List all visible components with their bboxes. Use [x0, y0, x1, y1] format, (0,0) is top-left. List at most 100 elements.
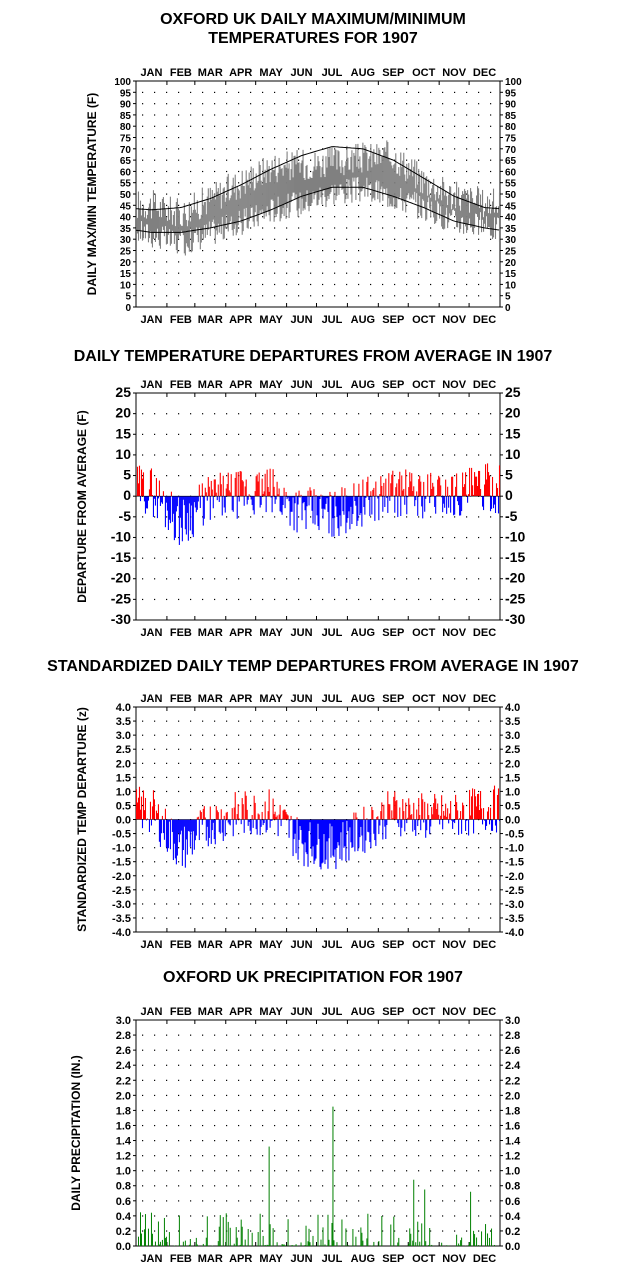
y-tick-label-right: 0.2	[505, 1226, 520, 1238]
y-tick-label-left: 50	[120, 190, 132, 201]
y-tick-label-right: 10	[505, 280, 517, 291]
month-label-bottom: JUN	[291, 627, 313, 639]
y-tick-label-right: 0	[505, 303, 511, 314]
month-label-bottom: DEC	[473, 627, 496, 639]
month-label-top: MAR	[198, 67, 223, 79]
y-tick-label-left: 2.2	[116, 1075, 131, 1087]
month-label-top: JUL	[322, 693, 343, 705]
month-label-top: SEP	[382, 67, 404, 79]
y-tick-label-right: 1.4	[505, 1136, 521, 1148]
y-tick-label-right: -2.5	[505, 885, 524, 897]
y-tick-label-left: -1.5	[112, 857, 131, 869]
y-tick-label-left: 70	[120, 145, 132, 156]
y-tick-label-right: -10	[505, 528, 525, 544]
y-tick-label-left: 2.0	[116, 758, 131, 770]
y-axis-label: DAILY MAX/MIN TEMPERATURE (F)	[85, 93, 99, 295]
month-label-bottom: NOV	[442, 939, 467, 951]
month-label-bottom: JUL	[322, 627, 343, 639]
standardized-chart: STANDARDIZED DAILY TEMP DEPARTURES FROM …	[0, 650, 626, 960]
standardized-plot: JAN JAN FEB FEB MAR MAR APR APR MAY MAY JUN JUN JUL J…	[75, 693, 524, 951]
y-tick-label-left: 0.0	[116, 1241, 131, 1253]
y-tick-label-left: 0	[123, 487, 131, 503]
month-label-top: JUN	[291, 1006, 313, 1018]
y-tick-label-left: 20	[120, 258, 132, 269]
precipitation-chart: OXFORD UK PRECIPITATION FOR 1907 JAN JAN F…	[0, 960, 626, 1278]
month-label-bottom: JUN	[291, 314, 313, 326]
precip-bars	[135, 1106, 497, 1246]
y-tick-label-left: 1.0	[116, 1166, 131, 1178]
month-label-bottom: NOV	[442, 627, 467, 639]
y-tick-label-right: -3.0	[505, 899, 524, 911]
month-label-top: MAR	[198, 379, 223, 391]
y-tick-label-left: 2.5	[116, 744, 131, 756]
month-label-bottom: MAY	[259, 314, 283, 326]
y-tick-label-left: 0.0	[116, 815, 131, 827]
y-tick-label-right: 40	[505, 213, 517, 224]
y-tick-label-left: 20	[115, 405, 131, 421]
y-tick-label-right: 95	[505, 88, 517, 99]
y-tick-label-left: -10	[111, 528, 131, 544]
month-label-bottom: FEB	[170, 314, 192, 326]
month-label-bottom: JUN	[291, 939, 313, 951]
departure-bars	[135, 463, 501, 545]
plot-frame	[135, 392, 501, 621]
y-tick-label-right: -25	[505, 590, 525, 606]
y-tick-label-left: -15	[111, 549, 131, 565]
y-tick-label-right: 1.8	[505, 1105, 520, 1117]
y-tick-label-right: 35	[505, 224, 517, 235]
y-tick-label-left: 0.2	[116, 1226, 131, 1238]
chart-title: OXFORD UK PRECIPITATION FOR 1907	[163, 969, 463, 986]
month-label-bottom: FEB	[170, 1253, 192, 1265]
month-label-top: FEB	[170, 693, 192, 705]
month-label-top: DEC	[473, 379, 496, 391]
month-label-top: JUN	[291, 67, 313, 79]
month-label-bottom: JUL	[322, 314, 343, 326]
y-tick-label-left: 25	[115, 384, 131, 400]
y-tick-label-right: 1.2	[505, 1151, 520, 1163]
y-tick-label-left: 3.5	[116, 716, 131, 728]
y-tick-label-right: 45	[505, 201, 517, 212]
y-tick-label-right: 60	[505, 167, 517, 178]
chart-title-line2: TEMPERATURES FOR 1907	[208, 30, 418, 47]
y-tick-label-left: 3.0	[116, 730, 131, 742]
y-tick-label-left: 65	[120, 156, 132, 167]
month-label-top: AUG	[351, 67, 375, 79]
y-tick-label-right: -3.5	[505, 913, 524, 925]
grid-dots	[142, 413, 492, 601]
y-tick-label-right: 15	[505, 425, 521, 441]
y-tick-label-right: -0.5	[505, 829, 524, 841]
y-tick-label-left: 40	[120, 213, 132, 224]
y-tick-label-left: -3.5	[112, 913, 131, 925]
y-tick-label-left: 35	[120, 224, 132, 235]
month-label-bottom: MAR	[198, 314, 223, 326]
y-tick-label-left: 100	[114, 77, 131, 88]
y-tick-label-left: 0.6	[116, 1196, 131, 1208]
month-label-top: MAY	[259, 379, 283, 391]
month-label-top: FEB	[170, 1006, 192, 1018]
y-tick-label-left: 15	[115, 425, 131, 441]
month-label-bottom: OCT	[412, 939, 436, 951]
y-tick-label-left: 90	[120, 100, 132, 111]
month-label-bottom: SEP	[382, 1253, 404, 1265]
y-tick-label-left: 2.0	[116, 1090, 131, 1102]
y-tick-label-left: 60	[120, 167, 132, 178]
month-label-bottom: JUL	[322, 1253, 343, 1265]
y-tick-label-left: -1.0	[112, 843, 131, 855]
month-label-bottom: APR	[229, 627, 252, 639]
month-label-top: DEC	[473, 67, 496, 79]
month-label-bottom: APR	[229, 314, 252, 326]
precipitation-plot: JAN JAN FEB FEB MAR MAR APR APR MAY MAY JUN JUN JUL J…	[69, 1006, 521, 1265]
y-tick-label-right: -15	[505, 549, 525, 565]
y-tick-label-left: -20	[111, 570, 131, 586]
y-tick-label-right: 75	[505, 134, 517, 145]
month-label-top: JUL	[322, 1006, 343, 1018]
month-label-top: JAN	[140, 1006, 162, 1018]
month-label-top: SEP	[382, 379, 404, 391]
month-label-bottom: DEC	[473, 314, 496, 326]
y-tick-label-left: 95	[120, 88, 132, 99]
plot-frame	[135, 1019, 501, 1247]
y-tick-label-right: -1.0	[505, 843, 524, 855]
month-label-top: JAN	[140, 379, 162, 391]
month-label-top: NOV	[442, 693, 467, 705]
y-tick-label-right: 1.6	[505, 1120, 520, 1132]
